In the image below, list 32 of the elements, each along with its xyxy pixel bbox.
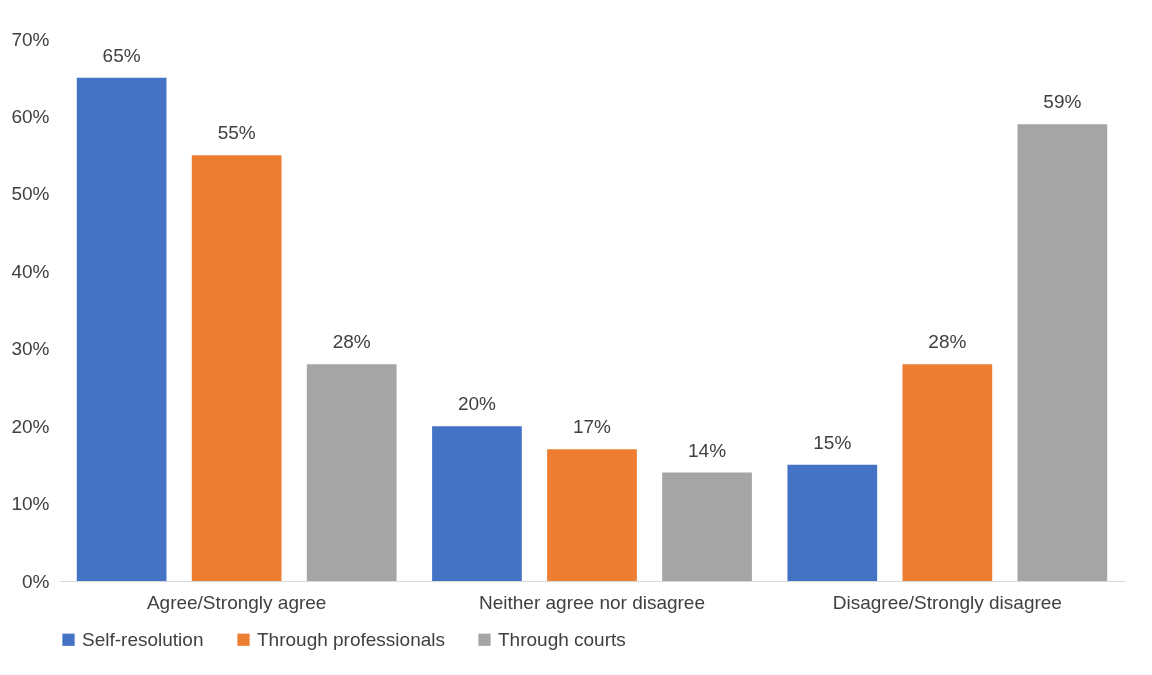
y-tick-label: 40% xyxy=(11,260,50,282)
data-label: 17% xyxy=(572,416,612,438)
bar xyxy=(902,364,993,581)
y-tick-label: 60% xyxy=(11,105,50,127)
data-label: 14% xyxy=(688,439,727,461)
y-tick-label: 10% xyxy=(11,493,50,515)
legend-label: Self-resolution xyxy=(82,628,204,650)
data-label: 65% xyxy=(102,44,141,66)
bar xyxy=(547,449,637,581)
y-tick-label: 30% xyxy=(11,338,50,360)
x-tick-label: Agree/Strongly agree xyxy=(146,591,327,613)
bar xyxy=(191,155,282,581)
legend-label: Through professionals xyxy=(257,628,445,650)
bar xyxy=(787,464,878,581)
data-label: 59% xyxy=(1043,91,1082,113)
x-tick-label: Neither agree nor disagree xyxy=(478,591,706,613)
y-tick-label: 50% xyxy=(11,183,50,205)
x-tick-label: Disagree/Strongly disagree xyxy=(832,591,1062,613)
legend-label: Through courts xyxy=(498,628,626,650)
bar xyxy=(1017,124,1108,581)
bar xyxy=(432,426,522,581)
data-label: 55% xyxy=(217,122,256,144)
bar xyxy=(306,364,397,581)
y-tick-label: 0% xyxy=(22,570,50,592)
data-label: 15% xyxy=(813,431,852,453)
y-tick-label: 70% xyxy=(11,28,50,50)
data-label: 28% xyxy=(928,331,967,353)
data-label: 20% xyxy=(457,393,497,415)
bar xyxy=(76,77,167,581)
bar xyxy=(662,472,752,581)
data-label: 28% xyxy=(332,331,371,353)
y-tick-label: 20% xyxy=(11,415,50,437)
